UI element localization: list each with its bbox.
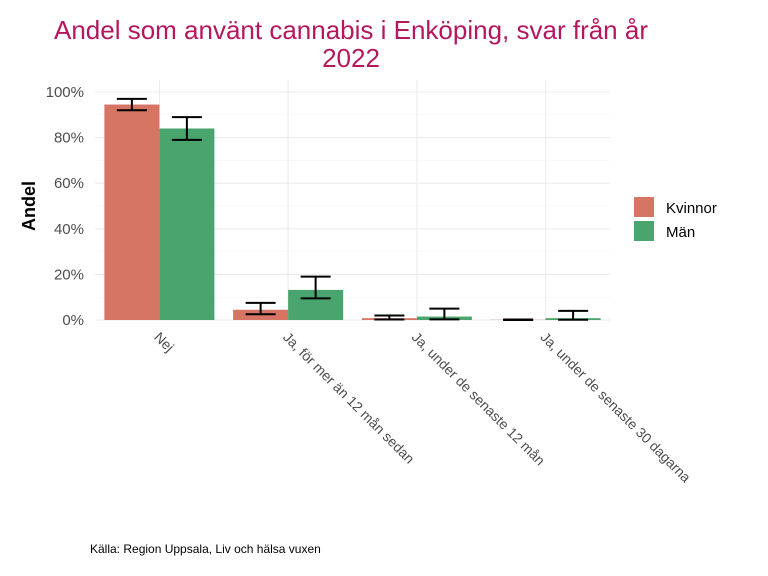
y-tick-label: 80% — [54, 130, 84, 147]
chart-title: Andel som använt cannabis i Enköping, sv… — [54, 15, 648, 73]
error-bars — [116, 97, 589, 321]
legend-item-män: Män — [634, 221, 695, 241]
x-tick-label: Nej — [151, 329, 177, 355]
error-bar-kvinnor-0 — [116, 97, 147, 112]
legend-swatch — [634, 197, 654, 217]
y-tick-label: 40% — [54, 221, 84, 238]
x-tick-label: Ja, under de senaste 12 mån — [409, 329, 549, 469]
y-tick-label: 100% — [46, 84, 84, 101]
y-tick-label: 20% — [54, 266, 84, 283]
title-line-1: Andel som använt cannabis i Enköping, sv… — [54, 15, 648, 45]
y-axis-title: Andel — [19, 181, 39, 231]
bars — [104, 104, 601, 320]
y-tick-label: 60% — [54, 175, 84, 192]
error-bar-kvinnor-2 — [374, 314, 405, 321]
title-line-2: 2022 — [322, 43, 380, 73]
legend-item-kvinnor: Kvinnor — [634, 197, 717, 217]
legend: Kvinnor Män — [634, 197, 717, 241]
error-bar-män-2 — [429, 307, 460, 321]
error-bar-män-0 — [171, 116, 202, 141]
y-tick-label: 0% — [62, 312, 84, 329]
legend-label: Kvinnor — [666, 200, 717, 217]
bar-kvinnor-0 — [104, 104, 160, 320]
error-bar-män-1 — [300, 275, 331, 300]
source-caption: Källa: Region Uppsala, Liv och hälsa vux… — [90, 542, 321, 556]
error-bar-män-3 — [558, 309, 589, 321]
legend-label: Män — [666, 224, 695, 241]
y-axis-ticks: 0% 20% 40% 60% 80% 100% — [46, 84, 84, 329]
error-bar-kvinnor-1 — [245, 301, 276, 316]
legend-swatch — [634, 221, 654, 241]
x-tick-label: Ja, under de senaste 30 dagarna — [538, 329, 695, 486]
bar-män-0 — [159, 128, 215, 320]
x-tick-label: Ja, för mer än 12 mån sedan — [280, 329, 418, 467]
